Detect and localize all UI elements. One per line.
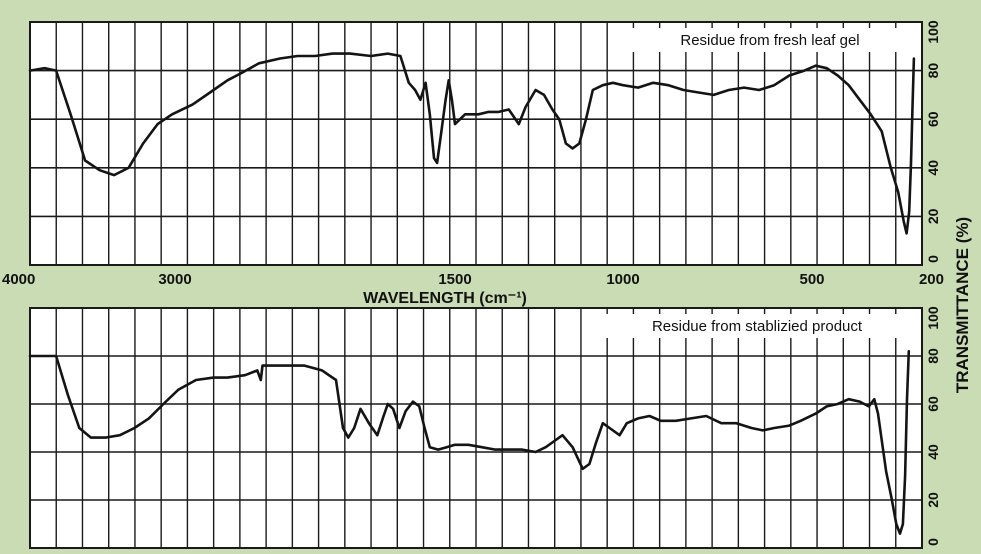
panel-title-background (624, 28, 916, 52)
y-tick-label: 80 (925, 63, 941, 79)
panel-title-box: Residue from stablizied product (598, 314, 916, 338)
y-tick-label: 80 (925, 348, 941, 364)
spectrum-panel-fresh-leaf-gel: 0 20 40 60 80 100 Residue from fresh leaf gel (28, 20, 941, 266)
y-tick-label: 60 (925, 111, 941, 127)
y-tick-label: 100 (925, 306, 941, 330)
y-tick-label: 20 (925, 492, 941, 508)
x-tick-label: 500 (799, 271, 824, 288)
y-axis-label: TRANSMITTANCE (%) (953, 217, 972, 393)
x-tick-label: 200 (919, 271, 944, 288)
x-tick-label: 1500 (438, 271, 471, 288)
x-tick-label: 4000 (2, 271, 35, 288)
y-tick-label: 100 (925, 20, 941, 44)
y-tick-label: 60 (925, 396, 941, 412)
panel-title-box: Residue from fresh leaf gel (624, 28, 916, 52)
y-tick-label: 20 (925, 208, 941, 224)
spectrum-panel-stabilized-product: 0 20 40 60 80 100 Residue from stablizied prod… (28, 306, 941, 549)
x-tick-labels: 4000 3000 1500 1000 500 200 (2, 271, 944, 288)
panel-title: Residue from fresh leaf gel (680, 32, 859, 49)
y-tick-label: 0 (925, 538, 941, 546)
y-tick-label: 40 (925, 444, 941, 460)
panel-title-background (598, 314, 916, 338)
y-tick-label: 0 (925, 255, 941, 263)
y-tick-label: 40 (925, 160, 941, 176)
x-axis-label: WAVELENGTH (cm⁻¹) (363, 290, 527, 307)
x-tick-label: 3000 (158, 271, 191, 288)
x-tick-label: 1000 (606, 271, 639, 288)
spectrum-line (28, 349, 911, 535)
spectrum-line (28, 52, 916, 235)
panel-title: Residue from stablizied product (652, 318, 863, 335)
